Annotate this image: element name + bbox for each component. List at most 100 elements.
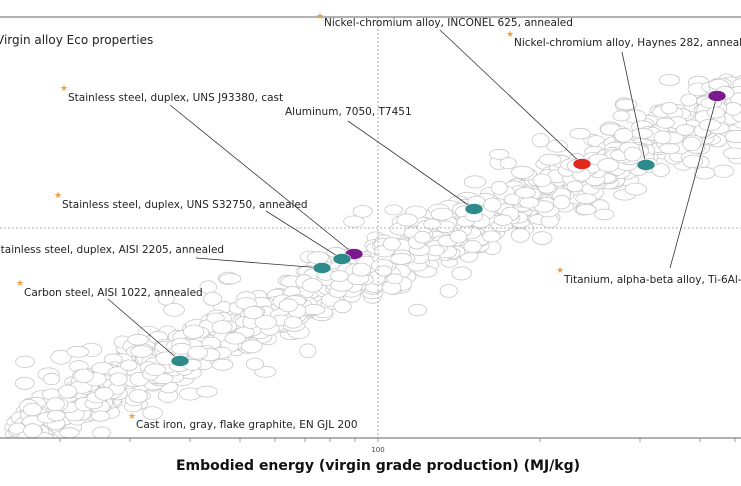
background-point — [569, 127, 591, 140]
x-axis-title: Embodied energy (virgin grade production… — [176, 458, 580, 474]
star-marker: ★ — [556, 266, 564, 276]
background-point — [120, 359, 138, 372]
background-point — [594, 208, 615, 221]
point-label: Nickel-chromium alloy, INCONEL 625, anne… — [324, 17, 573, 29]
leader-line — [347, 120, 475, 210]
background-point — [245, 357, 264, 371]
background-point — [510, 227, 530, 243]
background-point — [553, 194, 571, 210]
highlighted-point — [464, 203, 484, 215]
highlighted-point — [707, 90, 727, 102]
background-point — [723, 147, 741, 160]
point-label: Stainless steel, duplex, UNS S32750, ann… — [62, 199, 308, 211]
background-point — [211, 358, 234, 371]
point-label: Cast iron, gray, flake graphite, EN GJL … — [136, 419, 358, 431]
background-point — [439, 284, 458, 298]
highlighted-point — [332, 253, 352, 265]
background-point — [699, 118, 721, 132]
background-point — [614, 127, 634, 143]
highlighted-point — [312, 262, 332, 274]
background-point — [243, 305, 264, 320]
point-label: Aluminum, 7050, T7451 — [285, 106, 412, 118]
x-minor-ticks — [59, 438, 736, 442]
background-point — [241, 339, 263, 354]
background-point — [706, 106, 726, 119]
background-point — [144, 363, 167, 376]
background-point — [655, 117, 675, 129]
background-point — [224, 332, 246, 345]
star-marker: ★ — [54, 191, 62, 201]
background-point — [652, 163, 670, 178]
background-point — [724, 101, 741, 116]
background-point — [330, 270, 349, 282]
background-point — [50, 349, 72, 365]
background-point — [519, 196, 540, 209]
leader-line — [439, 29, 583, 165]
background-point — [92, 426, 111, 438]
background-point — [58, 384, 78, 399]
background-point — [66, 345, 90, 358]
background-point — [499, 157, 517, 170]
background-point — [575, 204, 597, 216]
background-point — [94, 386, 114, 401]
background-point — [653, 130, 672, 145]
background-point — [386, 273, 404, 285]
point-label: Titanium, alpha-beta alloy, Ti-6Al-4V, a… — [563, 274, 741, 286]
background-point — [430, 207, 454, 221]
highlighted-points — [170, 90, 727, 367]
background-point — [615, 98, 638, 111]
background-point — [660, 102, 678, 115]
background-point — [682, 154, 703, 169]
background-point — [624, 182, 648, 196]
leader-line — [169, 104, 355, 255]
background-point — [539, 153, 562, 166]
background-point — [612, 110, 630, 122]
background-point — [196, 385, 218, 398]
background-point — [351, 262, 371, 277]
background-point — [301, 278, 323, 293]
background-point — [546, 139, 568, 153]
background-point — [73, 368, 94, 384]
background-point — [163, 302, 185, 317]
background-point — [211, 320, 233, 335]
background-point — [23, 402, 42, 417]
background-point — [128, 389, 148, 403]
star-marker: ★ — [506, 30, 514, 40]
background-point — [306, 251, 329, 265]
background-point — [712, 164, 735, 178]
background-point — [109, 372, 128, 386]
background-point — [396, 213, 418, 227]
background-point — [42, 372, 61, 386]
point-label: Nickel-chromium alloy, Haynes 282, annea… — [514, 37, 741, 49]
star-marker: ★ — [16, 279, 24, 289]
background-point — [46, 397, 65, 412]
leader-line — [669, 95, 718, 269]
background-point — [183, 324, 205, 339]
background-point — [693, 166, 716, 180]
background-point — [14, 376, 35, 390]
background-point — [423, 218, 441, 230]
background-point — [566, 180, 584, 193]
x-tick-label-100: 100 — [371, 446, 384, 454]
background-point — [658, 74, 680, 86]
background-point — [390, 252, 413, 265]
background-point — [414, 230, 432, 244]
background-point — [299, 343, 317, 359]
point-labels: ★ Nickel-chromium alloy, INCONEL 625, ann… — [0, 12, 741, 431]
background-point — [333, 299, 352, 314]
background-point — [531, 133, 550, 148]
background-point — [483, 197, 502, 213]
background-point — [15, 355, 36, 368]
background-point — [682, 136, 701, 152]
background-point — [631, 127, 654, 139]
background-point — [203, 291, 223, 306]
background-point — [382, 237, 401, 251]
background-point — [515, 186, 536, 199]
leader-line — [265, 210, 343, 260]
chart-title: Virgin alloy Eco properties — [0, 33, 153, 47]
background-point — [463, 240, 482, 254]
background-point — [449, 229, 468, 244]
background-point — [47, 409, 66, 422]
background-point — [493, 214, 513, 226]
